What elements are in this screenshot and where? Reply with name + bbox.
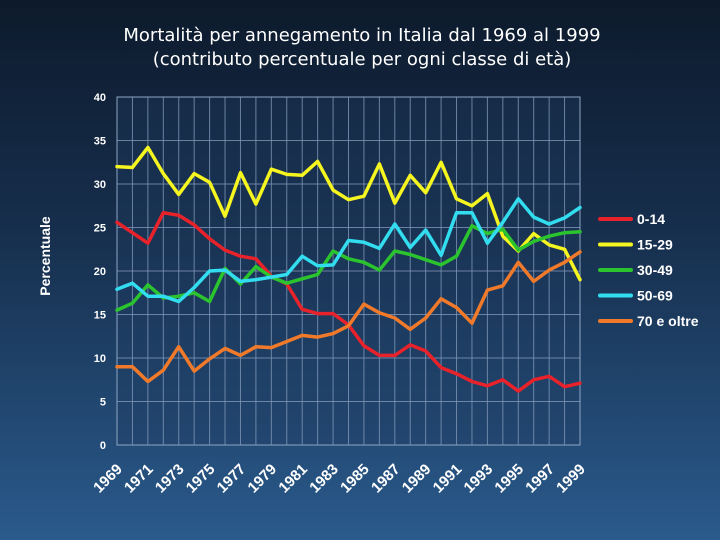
- x-tick-label: 1993: [461, 461, 497, 497]
- x-tick-label: 1989: [399, 461, 435, 497]
- x-tick-label: 1977: [214, 461, 250, 497]
- x-tick-label: 1981: [275, 461, 311, 497]
- x-tick-label: 1995: [491, 461, 527, 497]
- y-tick-label: 15: [94, 310, 106, 322]
- legend-label: 30-49: [637, 262, 673, 278]
- y-axis-label: Percentuale: [37, 216, 53, 296]
- legend-label: 50-69: [637, 288, 673, 304]
- series-lines: [115, 145, 582, 393]
- x-tick-label: 1975: [183, 461, 219, 497]
- gridlines: [116, 96, 581, 446]
- x-tick-label: 1973: [152, 461, 188, 497]
- series-line-3: [115, 224, 582, 312]
- x-tick-label: 1997: [522, 461, 558, 497]
- series-line-5: [115, 250, 582, 384]
- legend-label: 0-14: [637, 211, 665, 227]
- series-line-2: [115, 145, 582, 282]
- y-axis: 0 5 10 15 20 25 30 35 40: [94, 92, 106, 452]
- x-tick-label: 1979: [245, 461, 281, 497]
- legend-label: 70 e oltre: [637, 313, 699, 329]
- chart-title-line: Mortalità per annegamento in Italia dal …: [123, 25, 600, 46]
- chart-title: Mortalità per annegamento in Italia dal …: [123, 25, 600, 70]
- chart-title-line: (contributo percentuale per ogni classe …: [153, 49, 572, 70]
- y-tick-label: 25: [94, 223, 106, 235]
- x-tick-label: 1985: [337, 461, 373, 497]
- legend-label: 15-29: [637, 237, 673, 253]
- y-tick-label: 5: [100, 397, 106, 409]
- y-tick-label: 40: [94, 92, 106, 104]
- x-tick-label: 1969: [90, 461, 126, 497]
- y-tick-label: 35: [94, 136, 106, 148]
- x-tick-label: 1999: [553, 461, 589, 497]
- y-tick-label: 10: [94, 353, 106, 365]
- x-tick-label: 1987: [368, 461, 404, 497]
- plot-border: [116, 96, 581, 446]
- x-tick-label: 1971: [121, 461, 157, 497]
- y-tick-label: 30: [94, 179, 106, 191]
- y-tick-label: 0: [100, 440, 106, 452]
- legend: 0-14 15-29 30-49 50-69 70 e oltre: [598, 211, 699, 329]
- x-axis: 1969197119731975197719791981198319851987…: [90, 461, 589, 497]
- series-line-4: [115, 197, 582, 304]
- x-tick-label: 1983: [306, 461, 342, 497]
- y-tick-label: 20: [94, 266, 106, 278]
- x-tick-label: 1991: [430, 461, 466, 497]
